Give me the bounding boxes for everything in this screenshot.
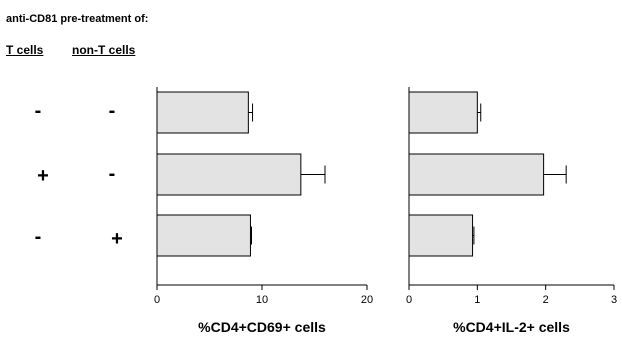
chart2-bar-1 — [408, 91, 478, 134]
t-cells-header: T cells — [6, 43, 44, 57]
chart2-tick-label-2: 2 — [543, 294, 549, 306]
row1-t-cells-sign: - — [34, 100, 42, 122]
chart2-tick-label-0: 0 — [406, 294, 412, 306]
chart1-bar-1 — [156, 91, 249, 134]
row3-non-t-cells-sign: + — [111, 228, 123, 250]
chart1-tick-label-2: 20 — [361, 294, 373, 306]
row1-non-t-cells-sign: - — [108, 100, 116, 122]
chart1-tick-label-1: 10 — [256, 294, 268, 306]
chart2-tick-label-1: 1 — [474, 294, 480, 306]
chart1-bar-2 — [156, 153, 302, 196]
chart2-bar-2 — [408, 153, 545, 196]
chart2-bar-3 — [408, 214, 474, 257]
chart2-tick-label-3: 3 — [611, 294, 617, 306]
row3-t-cells-sign: - — [34, 226, 42, 248]
chart1-x-axis-title: %CD4+CD69+ cells — [198, 319, 326, 335]
figure-title: anti-CD81 pre-treatment of: — [6, 13, 149, 25]
non-t-cells-header: non-T cells — [72, 43, 136, 57]
chart1-tick-label-0: 0 — [154, 294, 160, 306]
chart1-bar-3 — [156, 214, 251, 257]
row2-t-cells-sign: + — [37, 165, 49, 187]
chart2-x-axis-title: %CD4+IL-2+ cells — [453, 319, 570, 335]
row2-non-t-cells-sign: - — [108, 163, 116, 185]
